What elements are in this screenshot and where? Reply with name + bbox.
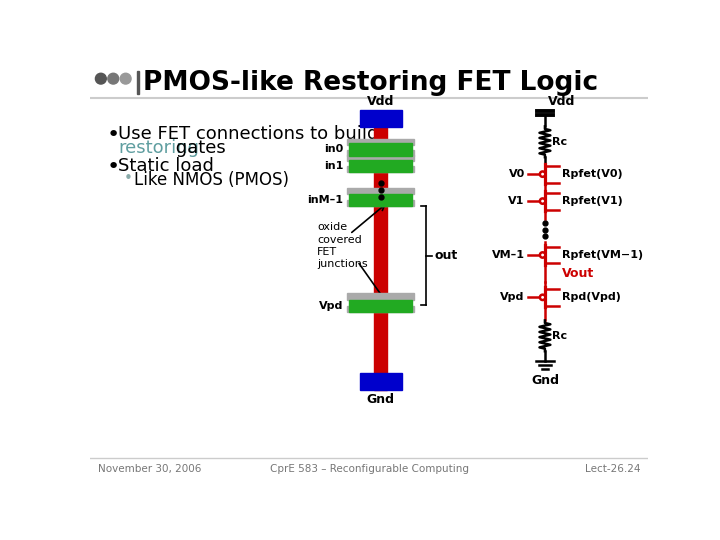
Text: PMOS-like Restoring FET Logic: PMOS-like Restoring FET Logic xyxy=(143,70,598,96)
Text: Vdd: Vdd xyxy=(367,95,395,108)
Circle shape xyxy=(540,171,545,177)
Circle shape xyxy=(540,252,545,258)
Text: •: • xyxy=(107,157,120,177)
Text: Use FET connections to build: Use FET connections to build xyxy=(118,125,378,143)
Text: V1: V1 xyxy=(508,196,525,206)
Bar xyxy=(347,200,414,206)
Bar xyxy=(374,127,387,390)
Bar xyxy=(349,300,413,312)
Circle shape xyxy=(96,73,107,84)
Bar xyxy=(349,194,413,206)
Bar xyxy=(347,306,414,312)
Circle shape xyxy=(540,295,545,300)
Text: •: • xyxy=(107,125,120,145)
Bar xyxy=(347,155,414,161)
Text: V0: V0 xyxy=(508,169,525,179)
Text: CprE 583 – Reconfigurable Computing: CprE 583 – Reconfigurable Computing xyxy=(269,464,469,474)
Text: Rc: Rc xyxy=(552,137,567,147)
Bar xyxy=(347,139,414,145)
Text: out: out xyxy=(435,249,458,262)
Text: Rpfet(V1): Rpfet(V1) xyxy=(562,196,623,206)
Bar xyxy=(347,150,414,156)
Text: Vdd: Vdd xyxy=(548,95,575,108)
Text: Rpfet(VM−1): Rpfet(VM−1) xyxy=(562,250,643,260)
Text: VM–1: VM–1 xyxy=(492,250,525,260)
Bar xyxy=(349,143,413,156)
Text: November 30, 2006: November 30, 2006 xyxy=(98,464,201,474)
Text: oxide
covered
FET
junctions: oxide covered FET junctions xyxy=(317,222,368,269)
Circle shape xyxy=(108,73,119,84)
Text: Rpfet(V0): Rpfet(V0) xyxy=(562,169,623,179)
Bar xyxy=(347,293,414,300)
Text: Lect-26.24: Lect-26.24 xyxy=(585,464,640,474)
Text: Vpd: Vpd xyxy=(319,301,343,311)
Text: Rc: Rc xyxy=(552,331,567,341)
Text: Static load: Static load xyxy=(118,157,214,175)
Bar xyxy=(347,188,414,194)
Bar xyxy=(360,373,402,390)
Text: inM–1: inM–1 xyxy=(307,195,343,205)
Circle shape xyxy=(120,73,131,84)
Text: in0: in0 xyxy=(324,145,343,154)
Text: Like NMOS (PMOS): Like NMOS (PMOS) xyxy=(134,171,289,189)
Bar xyxy=(347,166,414,172)
Bar xyxy=(137,71,139,94)
Text: Vpd: Vpd xyxy=(500,292,525,302)
Text: gates: gates xyxy=(170,139,225,158)
Circle shape xyxy=(540,198,545,204)
Text: restoring: restoring xyxy=(118,139,199,158)
Text: •: • xyxy=(124,171,133,186)
Bar xyxy=(349,159,413,172)
Text: Gnd: Gnd xyxy=(366,393,395,406)
Bar xyxy=(360,110,402,127)
Text: Gnd: Gnd xyxy=(531,374,559,387)
Text: in1: in1 xyxy=(324,161,343,171)
Text: Vout: Vout xyxy=(562,267,594,280)
Text: Rpd(Vpd): Rpd(Vpd) xyxy=(562,292,621,302)
